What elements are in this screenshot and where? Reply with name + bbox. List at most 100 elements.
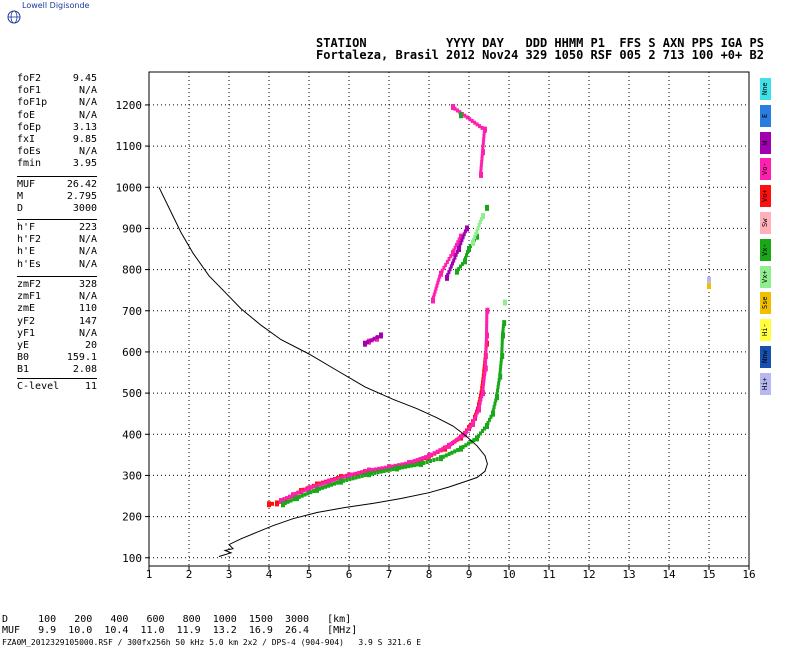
- param-value: N/A: [78, 146, 97, 158]
- trace-point-vo: [459, 233, 463, 240]
- trace-point-vo: [473, 120, 477, 125]
- trace-point-hi: [707, 276, 711, 283]
- trace-point-vx: [286, 499, 290, 504]
- param-value: N/A: [78, 246, 97, 258]
- trace-point-vo: [455, 242, 458, 247]
- trace-point-vo: [480, 125, 484, 130]
- param-value: N/A: [78, 97, 97, 109]
- trace-point-vx: [422, 460, 426, 465]
- legend-item-sw: Sw: [760, 212, 771, 234]
- trace-point-vx: [425, 459, 429, 464]
- trace-point-vo: [475, 410, 479, 415]
- trace-point-vo: [485, 321, 489, 326]
- param-key: zmF1: [17, 291, 42, 303]
- trace-point-vx: [497, 381, 501, 386]
- trace-point-vo: [275, 500, 279, 507]
- trace-point-vo: [337, 476, 340, 481]
- trace-point-vx: [289, 498, 293, 503]
- param-value: 26.42: [66, 179, 97, 190]
- x-tick-label: 6: [346, 568, 353, 581]
- trace-point-vo: [431, 297, 435, 304]
- globe-logo-icon: [7, 10, 21, 24]
- y-tick-label: 200: [122, 511, 142, 524]
- trace-point-vo: [481, 140, 485, 145]
- trace-point-vo: [373, 467, 377, 472]
- trace-point-vx: [447, 452, 451, 457]
- logo-text: Lowell Digisonde: [22, 1, 90, 10]
- trace-point-vo: [481, 384, 485, 389]
- trace-point-vx: [499, 357, 503, 362]
- y-tick-label: 500: [122, 387, 142, 400]
- trace-point-vo: [481, 388, 485, 393]
- trace-point-vo: [403, 461, 407, 466]
- trace-point-vx: [379, 469, 383, 474]
- trace-point-vx: [312, 489, 316, 494]
- trace-point-vo: [453, 106, 457, 111]
- trace-point-vx: [439, 455, 443, 462]
- trace-point-vo: [372, 468, 375, 473]
- trace-point-vx: [474, 231, 478, 236]
- param-value: 2.08: [72, 364, 97, 376]
- trace-point-vo: [458, 110, 462, 115]
- trace-point-vx: [459, 264, 462, 269]
- trace-point-sse: [707, 283, 711, 290]
- trace-point-w: [446, 272, 450, 277]
- y-tick-label: 600: [122, 346, 142, 359]
- y-tick-label: 1000: [116, 181, 143, 194]
- param-row-clevel: C-level 11: [17, 381, 97, 393]
- trace-point-vo: [288, 494, 291, 499]
- trace-point-vo: [480, 153, 484, 158]
- param-key: yF1: [17, 327, 36, 339]
- trace-point-vo: [463, 113, 467, 118]
- trace-point-vx: [472, 438, 476, 443]
- trace-point-vx: [450, 450, 454, 455]
- param-key: yF2: [17, 315, 36, 327]
- trace-point-vx: [416, 462, 419, 467]
- trace-point-vx: [486, 420, 490, 425]
- trace-point-vo: [353, 471, 357, 476]
- trace-point-vx: [465, 253, 468, 258]
- trace-point-vx: [459, 445, 463, 452]
- trace-point-vo: [475, 122, 479, 127]
- trace-point-vo: [479, 169, 483, 174]
- trace-point-vo: [402, 462, 405, 467]
- param-value: 223: [78, 222, 97, 233]
- trace-point-vx: [283, 501, 287, 506]
- trace-point-vx: [453, 449, 457, 454]
- trace-point-vo: [438, 274, 442, 279]
- trace-point-vo: [452, 439, 456, 444]
- trace-point-vx: [363, 473, 367, 478]
- trace-point-vx: [419, 460, 423, 467]
- trace-point-vx: [501, 330, 505, 335]
- param-row-fof1p: foF1p N/A: [17, 97, 97, 109]
- trace-point-vo: [457, 237, 461, 242]
- param-key: B1: [17, 364, 30, 376]
- trace-point-vo: [307, 485, 311, 492]
- trace-point-w: [454, 252, 458, 257]
- param-value: N/A: [78, 109, 97, 121]
- y-tick-label: 1200: [116, 99, 143, 112]
- trace-point-vo: [482, 130, 486, 135]
- trace-point-vx: [441, 454, 445, 459]
- param-row-zmf2: zmF2 328: [17, 279, 97, 291]
- trace-point-vo: [367, 467, 371, 474]
- trace-point-vx: [292, 497, 296, 502]
- trace-point-vx: [477, 223, 481, 228]
- param-row-fof2: foF2 9.45: [17, 73, 97, 85]
- trace-point-vx: [475, 435, 479, 442]
- x-tick-label: 1: [146, 568, 153, 581]
- trace-point-vo: [485, 330, 489, 335]
- trace-point-vo: [483, 369, 487, 374]
- trace-point-vo: [484, 349, 488, 354]
- param-value: 9.45: [72, 73, 97, 84]
- trace-point-vx: [435, 457, 439, 462]
- trace-point-vx: [456, 448, 460, 453]
- legend-item-w: W: [760, 131, 771, 154]
- param-value: N/A: [78, 291, 97, 303]
- trace-point-vx: [495, 391, 499, 396]
- param-key: foEs: [17, 146, 42, 158]
- param-value: N/A: [78, 327, 97, 339]
- trace-point-vo: [294, 491, 298, 496]
- trace-point-vo: [477, 406, 481, 413]
- trace-point-vo: [333, 477, 337, 482]
